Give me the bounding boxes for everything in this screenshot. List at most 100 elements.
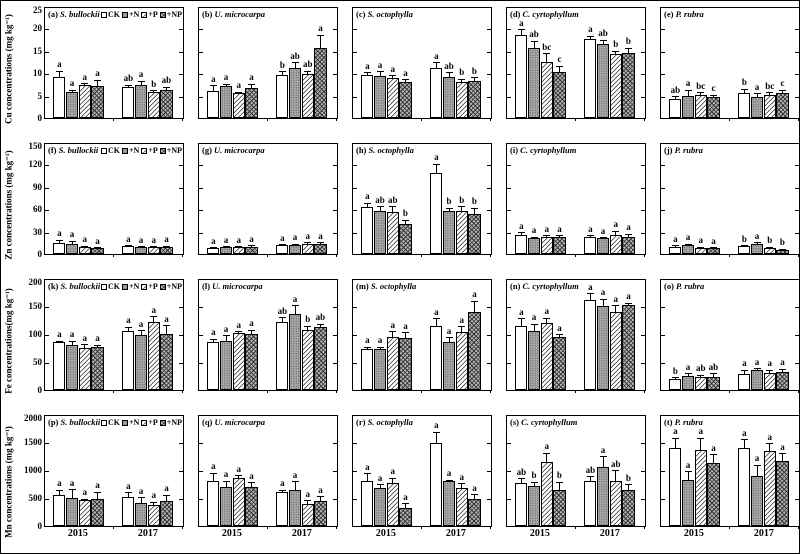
x-tick-label-2017: 2017: [445, 528, 466, 539]
error-bar: [671, 96, 679, 99]
error-bar-line: [307, 326, 309, 331]
significance-letter: b: [459, 194, 465, 205]
y-axis-title-text: Zn concentrations (mg kg⁻¹): [3, 150, 13, 260]
y-tick-right: [179, 335, 183, 336]
panel-g: (g) U. microcarpa a a a a a a a a: [198, 137, 338, 273]
error-bar-line: [781, 454, 783, 462]
panel-tag: (r): [356, 417, 368, 427]
error-bar: [432, 62, 440, 68]
error-bar: [432, 163, 440, 174]
significance-letter: a: [57, 228, 62, 239]
error-bar-line: [392, 76, 394, 78]
species-name: S. bullockii: [60, 417, 101, 427]
y-tick-label: 15: [33, 45, 42, 56]
error-bar-line: [250, 483, 252, 488]
significance-letter: ab: [315, 312, 326, 323]
y-tick: [353, 210, 357, 212]
x-axis-tick: [798, 254, 799, 257]
error-bar: [624, 302, 632, 305]
legend-label: +N: [128, 282, 140, 291]
y-tick-label: 25: [33, 5, 42, 15]
significance-letter: a: [711, 442, 716, 453]
error-bar: [766, 92, 774, 96]
bar-2015-n: [219, 247, 233, 254]
error-bar-line: [281, 72, 283, 75]
panel-title: (o) P. rubra: [664, 281, 704, 291]
panel-tag: (t): [664, 417, 675, 427]
error-bar-line: [96, 492, 98, 500]
x-axis-labels: 2015 2017: [352, 527, 492, 543]
significance-letter: a: [403, 320, 408, 331]
y-tick-label: 60: [33, 204, 42, 215]
panel-tag: (o): [664, 281, 677, 291]
y-tick-right: [333, 96, 337, 98]
species-name: C. cyrtophyllum: [522, 281, 579, 291]
y-tick-label: 100: [28, 329, 43, 339]
bar-2015-p: [540, 322, 553, 390]
error-bar: [445, 72, 453, 78]
error-bar: [555, 235, 563, 237]
bar-2017-n: [442, 77, 456, 118]
plot-area: (b) U. microcarpa a a a a b ab ab a: [198, 7, 338, 121]
y-tick-right: [333, 210, 337, 212]
error-bar: [445, 479, 453, 482]
y-tick-label: 500: [28, 493, 43, 503]
error-bar-line: [165, 495, 167, 501]
bar-2017-np: [622, 304, 635, 390]
plot-area: (m) S. octophylla a a a a a a a a: [352, 279, 492, 393]
legend-swatch-np: [159, 419, 166, 426]
y-tick: [507, 165, 511, 167]
y-tick-right: [487, 232, 491, 234]
x-axis-tick: [113, 390, 115, 393]
error-bar-line: [461, 484, 463, 488]
x-axis-tick: [729, 254, 731, 257]
significance-letter: a: [249, 233, 254, 244]
y-tick-right: [487, 165, 491, 167]
panel-tag: (m): [356, 281, 371, 291]
significance-letter: a: [151, 235, 156, 246]
y-tick-right: [795, 499, 799, 500]
error-bar-line: [140, 331, 142, 336]
y-tick-label: 2000: [24, 413, 42, 423]
error-bar: [697, 437, 705, 451]
bar-2017-n: [750, 370, 764, 390]
bar-2017-np: [160, 500, 173, 526]
significance-letter: ab: [302, 59, 313, 70]
error-bar-line: [546, 453, 548, 463]
bar-2017-ck: [122, 86, 135, 118]
bar-2017-ck: [738, 245, 751, 254]
panels-fe: (k) S. bullockii CK +N +P +NP 0 50 100 150 200 a a a…: [16, 273, 799, 409]
bar-2015-n: [527, 331, 541, 390]
panel-j: (j) P. rubra a a a a b a b b: [660, 137, 799, 273]
significance-letter: a: [626, 222, 631, 233]
y-tick: [199, 29, 203, 31]
significance-letter: a: [365, 461, 370, 472]
significance-letter: a: [151, 490, 156, 501]
significance-letter: a: [305, 230, 310, 241]
bar-2017-n: [442, 341, 456, 390]
x-axis-tick: [113, 254, 115, 257]
y-tick-label: 150: [28, 301, 43, 311]
panel-title: (s) C. cyrtophyllum: [510, 417, 577, 427]
y-tick-right: [795, 51, 799, 53]
y-tick-right: [487, 187, 491, 189]
panel-tag: (q): [202, 417, 215, 427]
error-bar-line: [712, 455, 714, 464]
significance-letter: ab: [444, 60, 454, 71]
bar-2015-np: [245, 334, 258, 390]
error-bar: [401, 79, 409, 82]
bar-2017-np: [314, 48, 327, 118]
error-bar: [778, 89, 786, 94]
error-bar: [470, 494, 478, 500]
x-tick-label-2017: 2017: [137, 528, 158, 539]
y-tick: [507, 307, 511, 308]
bar-2015-n: [681, 376, 695, 390]
significance-letter: a: [600, 226, 606, 237]
legend-swatch-ck: [100, 11, 107, 18]
x-axis-tick: [113, 118, 115, 121]
error-bar: [543, 452, 551, 463]
bar-2017-ck: [430, 442, 443, 526]
y-tick-right: [641, 232, 645, 234]
significance-letter: a: [446, 325, 452, 336]
legend-label: CK: [107, 146, 120, 155]
